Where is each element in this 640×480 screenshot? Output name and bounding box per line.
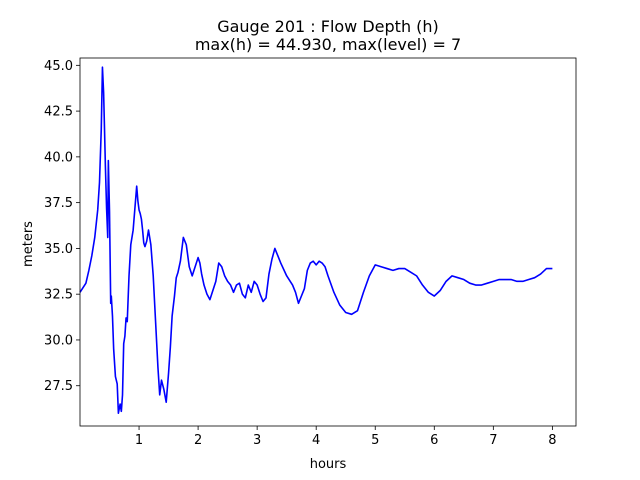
y-tick-label-1: 30.0: [44, 333, 73, 348]
y-tick-label-2: 32.5: [44, 288, 73, 303]
x-tick-label-4: 5: [371, 433, 379, 448]
x-tick-label-2: 3: [253, 433, 261, 448]
y-tick-label-0: 27.5: [44, 379, 73, 394]
y-axis-label: meters: [21, 221, 36, 267]
y-tick-label-6: 42.5: [44, 105, 73, 120]
plot-area: 1 2 3 4 5 6 7 8 27.5 30.0 32.5 35.0 37.5 40.0 42.5 45.0: [44, 57, 577, 448]
y-tick-label-7: 45.0: [44, 59, 73, 74]
chart-title-line2: max(h) = 44.930, max(level) = 7: [195, 35, 461, 54]
x-tick-label-1: 2: [194, 433, 202, 448]
x-tick-label-5: 6: [430, 433, 438, 448]
x-axis-label: hours: [310, 457, 347, 472]
x-tick-label-3: 4: [312, 433, 320, 448]
chart-title-line1: Gauge 201 : Flow Depth (h): [217, 17, 439, 36]
x-tick-label-0: 1: [135, 433, 143, 448]
y-tick-label-3: 35.0: [44, 242, 73, 257]
plot-frame: [79, 57, 577, 427]
y-tick-label-4: 37.5: [44, 196, 73, 211]
x-tick-label-7: 8: [548, 433, 556, 448]
x-tick-label-6: 7: [489, 433, 497, 448]
y-tick-label-5: 40.0: [44, 150, 73, 165]
series-line-0: [79, 66, 553, 414]
